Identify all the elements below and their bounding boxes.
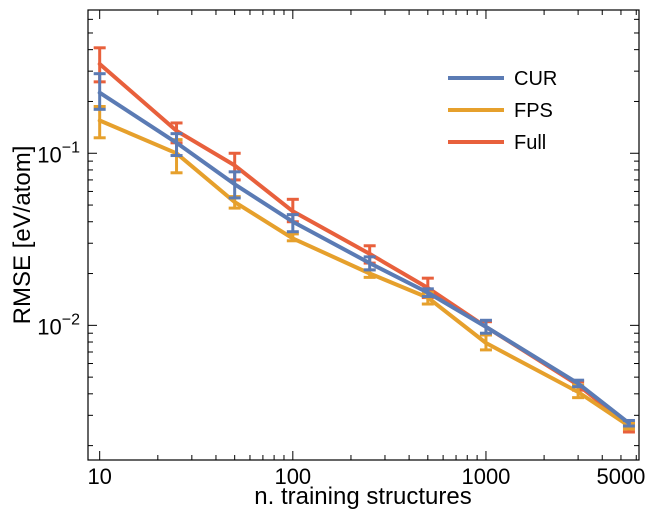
x-tick-label: 1000 <box>461 464 510 489</box>
y-tick-label: 10−1 <box>37 139 80 167</box>
x-tick-label: 100 <box>274 464 311 489</box>
series-layer <box>93 46 635 434</box>
series-full <box>93 46 635 434</box>
legend-label-cur: CUR <box>514 68 557 90</box>
y-tick-exponent: −2 <box>62 311 80 328</box>
x-axis-title: n. training structures <box>254 483 471 510</box>
y-axis-title: RMSE [eV/atom] <box>9 146 36 325</box>
series-fps <box>93 104 635 431</box>
ticks-layer <box>88 10 639 460</box>
series-line-cur <box>97 90 631 426</box>
legend-label-fps: FPS <box>514 100 553 122</box>
y-tick-mantissa: 10 <box>37 142 61 167</box>
x-tick-label: 10 <box>87 464 111 489</box>
y-tick-exponent: −1 <box>62 139 80 156</box>
series-cur <box>93 72 635 428</box>
legend-label-full: Full <box>514 132 546 154</box>
series-line-fps <box>97 118 631 428</box>
y-tick-mantissa: 10 <box>37 314 61 339</box>
legend: CUR FPS Full <box>448 68 557 154</box>
plot-frame <box>87 9 640 461</box>
y-tick-label: 10−2 <box>37 311 80 339</box>
x-tick-label: 5000 <box>596 464 645 489</box>
